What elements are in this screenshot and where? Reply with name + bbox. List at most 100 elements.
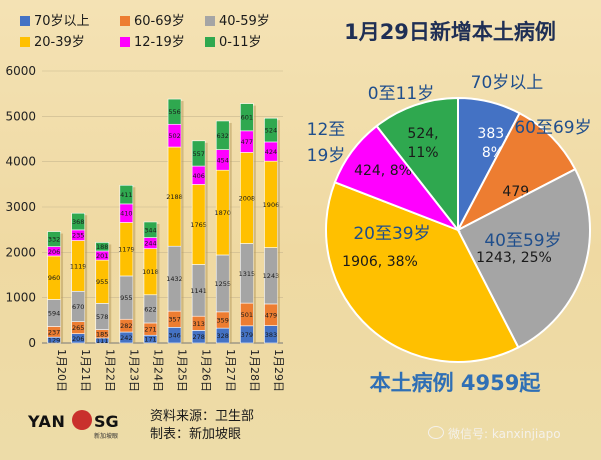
bar-data-label: 632 [217, 132, 229, 140]
bar-data-label: 1119 [70, 262, 87, 270]
pie-title: 1月29日新增本土病例 [344, 20, 556, 44]
legend-label: 70岁以上 [34, 14, 90, 29]
slice-category-label: 70岁以上 [471, 73, 544, 93]
x-tick-label: 1月21日 [79, 349, 92, 392]
bar-data-label: 1255 [214, 280, 231, 288]
bar-data-label: 1018 [142, 268, 159, 276]
bar-data-label: 129 [48, 337, 60, 345]
slice-category-label: 0至11岁 [368, 84, 434, 104]
y-tick-label: 5000 [5, 109, 36, 123]
legend-swatch [120, 37, 130, 47]
source-line: 资料来源：卫生部 [150, 409, 255, 424]
bar-data-label: 206 [72, 335, 84, 343]
bar-data-label: 960 [48, 274, 60, 282]
bar-data-label: 1141 [190, 287, 207, 295]
bar-data-label: 454 [217, 156, 229, 164]
bar-shadow [205, 142, 208, 343]
bar-data-label: 188 [96, 243, 108, 251]
slice-data-label: 1906, 38% [342, 254, 418, 270]
bar-data-label: 411 [120, 191, 132, 199]
bar-data-label: 670 [72, 303, 84, 311]
slice-data-label: 1243, 25% [476, 250, 552, 266]
bar-data-label: 955 [96, 278, 108, 286]
bar-data-label: 1243 [263, 272, 280, 280]
bar-data-label: 955 [120, 294, 132, 302]
bar-shadow [253, 105, 256, 343]
bar-data-label: 578 [96, 313, 108, 321]
bar-data-label: 594 [48, 309, 60, 317]
bar-data-label: 556 [168, 108, 180, 116]
bar-data-label: 278 [192, 333, 204, 341]
bar-data-label: 424 [265, 148, 277, 156]
wechat-id: 微信号: kanxinjiapo [448, 427, 561, 441]
slice-category-label: 40至59岁 [484, 231, 561, 251]
y-tick-label: 2000 [5, 245, 36, 259]
x-tick-label: 1月22日 [103, 349, 116, 392]
bar-data-label: 346 [168, 332, 180, 340]
total-cases-label: 本土病例 4959起 [369, 371, 541, 395]
slice-data-label: 424, 8% [354, 163, 412, 179]
logo-subtext: 新加坡眼 [94, 433, 119, 440]
bar-data-label: 368 [72, 218, 84, 226]
bar-data-label: 1765 [190, 221, 207, 229]
bar-shadow [277, 120, 280, 343]
bar-data-label: 344 [144, 226, 156, 234]
legend-label: 40-59岁 [219, 14, 270, 29]
source-note: 资料来源：卫生部 制表：新加坡眼 [150, 408, 254, 444]
logo-text-left: YAN [28, 412, 66, 431]
slice-category-label: 20至39岁 [353, 224, 430, 244]
bar-data-label: 379 [241, 331, 253, 339]
y-tick-label: 4000 [5, 155, 36, 169]
legend-swatch [120, 16, 130, 26]
wechat-watermark: 微信号: kanxinjiapo [428, 425, 561, 442]
pie-slice [325, 181, 520, 363]
bar-data-label: 111 [96, 337, 108, 345]
bar-data-label: 359 [217, 316, 229, 324]
x-tick-label: 1月26日 [200, 349, 213, 392]
y-tick-label: 6000 [5, 64, 36, 78]
slice-data-label: 383, [477, 126, 508, 142]
bar-data-label: 235 [72, 232, 84, 240]
bar-data-label: 557 [192, 150, 204, 158]
slice-category-label: 19岁 [307, 146, 346, 166]
bar-data-label: 1432 [166, 275, 183, 283]
bar-data-label: 201 [96, 252, 108, 260]
x-tick-label: 1月23日 [127, 349, 140, 392]
bar-data-label: 282 [120, 322, 132, 330]
bar-data-label: 410 [120, 210, 132, 218]
bar-data-label: 1315 [239, 270, 256, 278]
bar-data-label: 1179 [118, 246, 135, 254]
bar-data-label: 265 [72, 324, 84, 332]
slice-category-label: 12至 [307, 120, 346, 140]
legend-label: 12-19岁 [134, 35, 185, 50]
slice-data-label: 524, [407, 126, 438, 142]
bar-data-label: 328 [217, 332, 229, 340]
legend-item-70plus: 70岁以上 [20, 10, 90, 29]
x-tick-label: 1月20日 [55, 349, 68, 392]
legend-item-0-11: 0-11岁 [205, 31, 262, 50]
bar-data-label: 601 [241, 114, 253, 122]
bar-data-label: 357 [168, 316, 180, 324]
bar-shadow [84, 215, 88, 343]
bar-data-label: 1870 [214, 209, 231, 217]
bar-shadow [60, 233, 64, 343]
bar-shadow [181, 101, 184, 343]
bar-data-label: 1906 [263, 201, 280, 209]
wechat-icon [428, 426, 444, 439]
legend-item-40-59: 40-59岁 [205, 10, 270, 29]
bar-data-label: 524 [265, 127, 277, 135]
legend-swatch [20, 16, 30, 26]
y-tick-label: 1000 [5, 291, 36, 305]
bar-data-label: 185 [96, 330, 108, 338]
bar-data-label: 242 [120, 334, 132, 342]
legend-label: 20-39岁 [34, 35, 85, 50]
slice-data-label: 11% [407, 145, 438, 161]
bar-data-label: 622 [144, 305, 156, 313]
legend-label: 0-11岁 [219, 35, 262, 50]
logo-text-right: SG [94, 412, 119, 431]
bar-data-label: 383 [265, 331, 277, 339]
bar-shadow [229, 122, 232, 343]
bar-data-label: 501 [241, 311, 253, 319]
